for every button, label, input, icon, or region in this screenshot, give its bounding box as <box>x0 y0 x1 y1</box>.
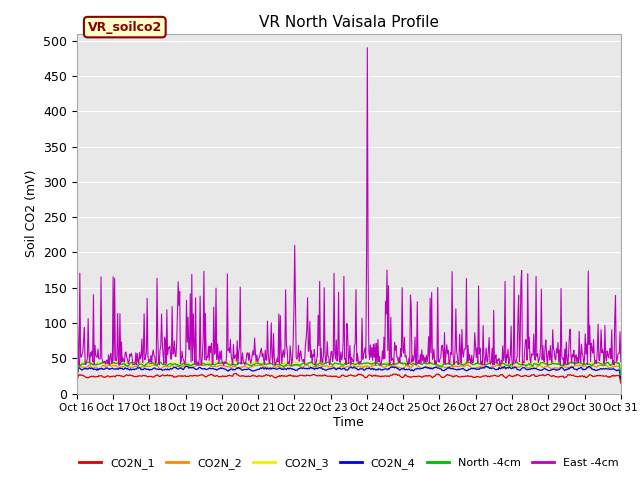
Title: VR North Vaisala Profile: VR North Vaisala Profile <box>259 15 439 30</box>
North -4cm <box>452 359 460 364</box>
Line: CO2N_2: CO2N_2 <box>77 364 621 379</box>
CO2N_1 <box>232 371 240 376</box>
East -4cm <box>617 359 625 365</box>
CO2N_4 <box>223 368 231 373</box>
CO2N_3 <box>431 361 439 367</box>
CO2N_3 <box>83 359 90 365</box>
East -4cm <box>84 355 92 361</box>
CO2N_2 <box>139 364 147 370</box>
North -4cm <box>223 360 230 366</box>
North -4cm <box>194 361 202 367</box>
Line: CO2N_1: CO2N_1 <box>77 373 621 383</box>
CO2N_3 <box>416 361 424 367</box>
CO2N_4 <box>416 366 424 372</box>
CO2N_4 <box>184 363 191 369</box>
CO2N_2 <box>617 373 625 379</box>
CO2N_2 <box>194 363 202 369</box>
CO2N_1 <box>416 373 424 379</box>
CO2N_3 <box>115 357 123 363</box>
CO2N_1 <box>73 380 81 385</box>
East -4cm <box>417 352 424 358</box>
CO2N_2 <box>83 364 90 370</box>
North -4cm <box>83 360 90 365</box>
North -4cm <box>73 375 81 381</box>
North -4cm <box>431 361 438 367</box>
CO2N_1 <box>223 373 230 379</box>
CO2N_3 <box>223 359 231 365</box>
Text: VR_soilco2: VR_soilco2 <box>88 21 162 34</box>
Legend: CO2N_1, CO2N_2, CO2N_3, CO2N_4, North -4cm, East -4cm: CO2N_1, CO2N_2, CO2N_3, CO2N_4, North -4… <box>75 453 623 473</box>
CO2N_4 <box>195 365 202 371</box>
CO2N_4 <box>431 364 439 370</box>
CO2N_4 <box>139 367 147 372</box>
Y-axis label: Soil CO2 (mV): Soil CO2 (mV) <box>24 170 38 257</box>
CO2N_1 <box>431 372 439 378</box>
CO2N_3 <box>195 361 202 367</box>
CO2N_4 <box>73 376 81 382</box>
North -4cm <box>617 372 625 378</box>
North -4cm <box>415 360 422 366</box>
East -4cm <box>195 362 202 368</box>
Line: East -4cm: East -4cm <box>77 48 621 365</box>
CO2N_1 <box>194 373 202 379</box>
CO2N_2 <box>73 376 81 382</box>
CO2N_2 <box>416 364 424 370</box>
X-axis label: Time: Time <box>333 416 364 429</box>
CO2N_1 <box>139 373 147 379</box>
East -4cm <box>140 349 147 355</box>
East -4cm <box>364 45 371 50</box>
CO2N_4 <box>83 366 90 372</box>
Line: CO2N_3: CO2N_3 <box>77 360 621 375</box>
East -4cm <box>223 271 231 277</box>
Line: CO2N_4: CO2N_4 <box>77 366 621 379</box>
Line: North -4cm: North -4cm <box>77 361 621 378</box>
CO2N_1 <box>83 374 90 380</box>
CO2N_3 <box>73 372 81 377</box>
CO2N_1 <box>617 380 625 386</box>
CO2N_3 <box>140 360 147 365</box>
North -4cm <box>139 362 147 368</box>
CO2N_4 <box>617 376 625 382</box>
East -4cm <box>73 278 81 284</box>
CO2N_3 <box>617 372 625 378</box>
East -4cm <box>76 362 83 368</box>
CO2N_2 <box>431 364 439 370</box>
CO2N_2 <box>223 363 230 369</box>
CO2N_2 <box>410 361 418 367</box>
East -4cm <box>433 361 440 367</box>
